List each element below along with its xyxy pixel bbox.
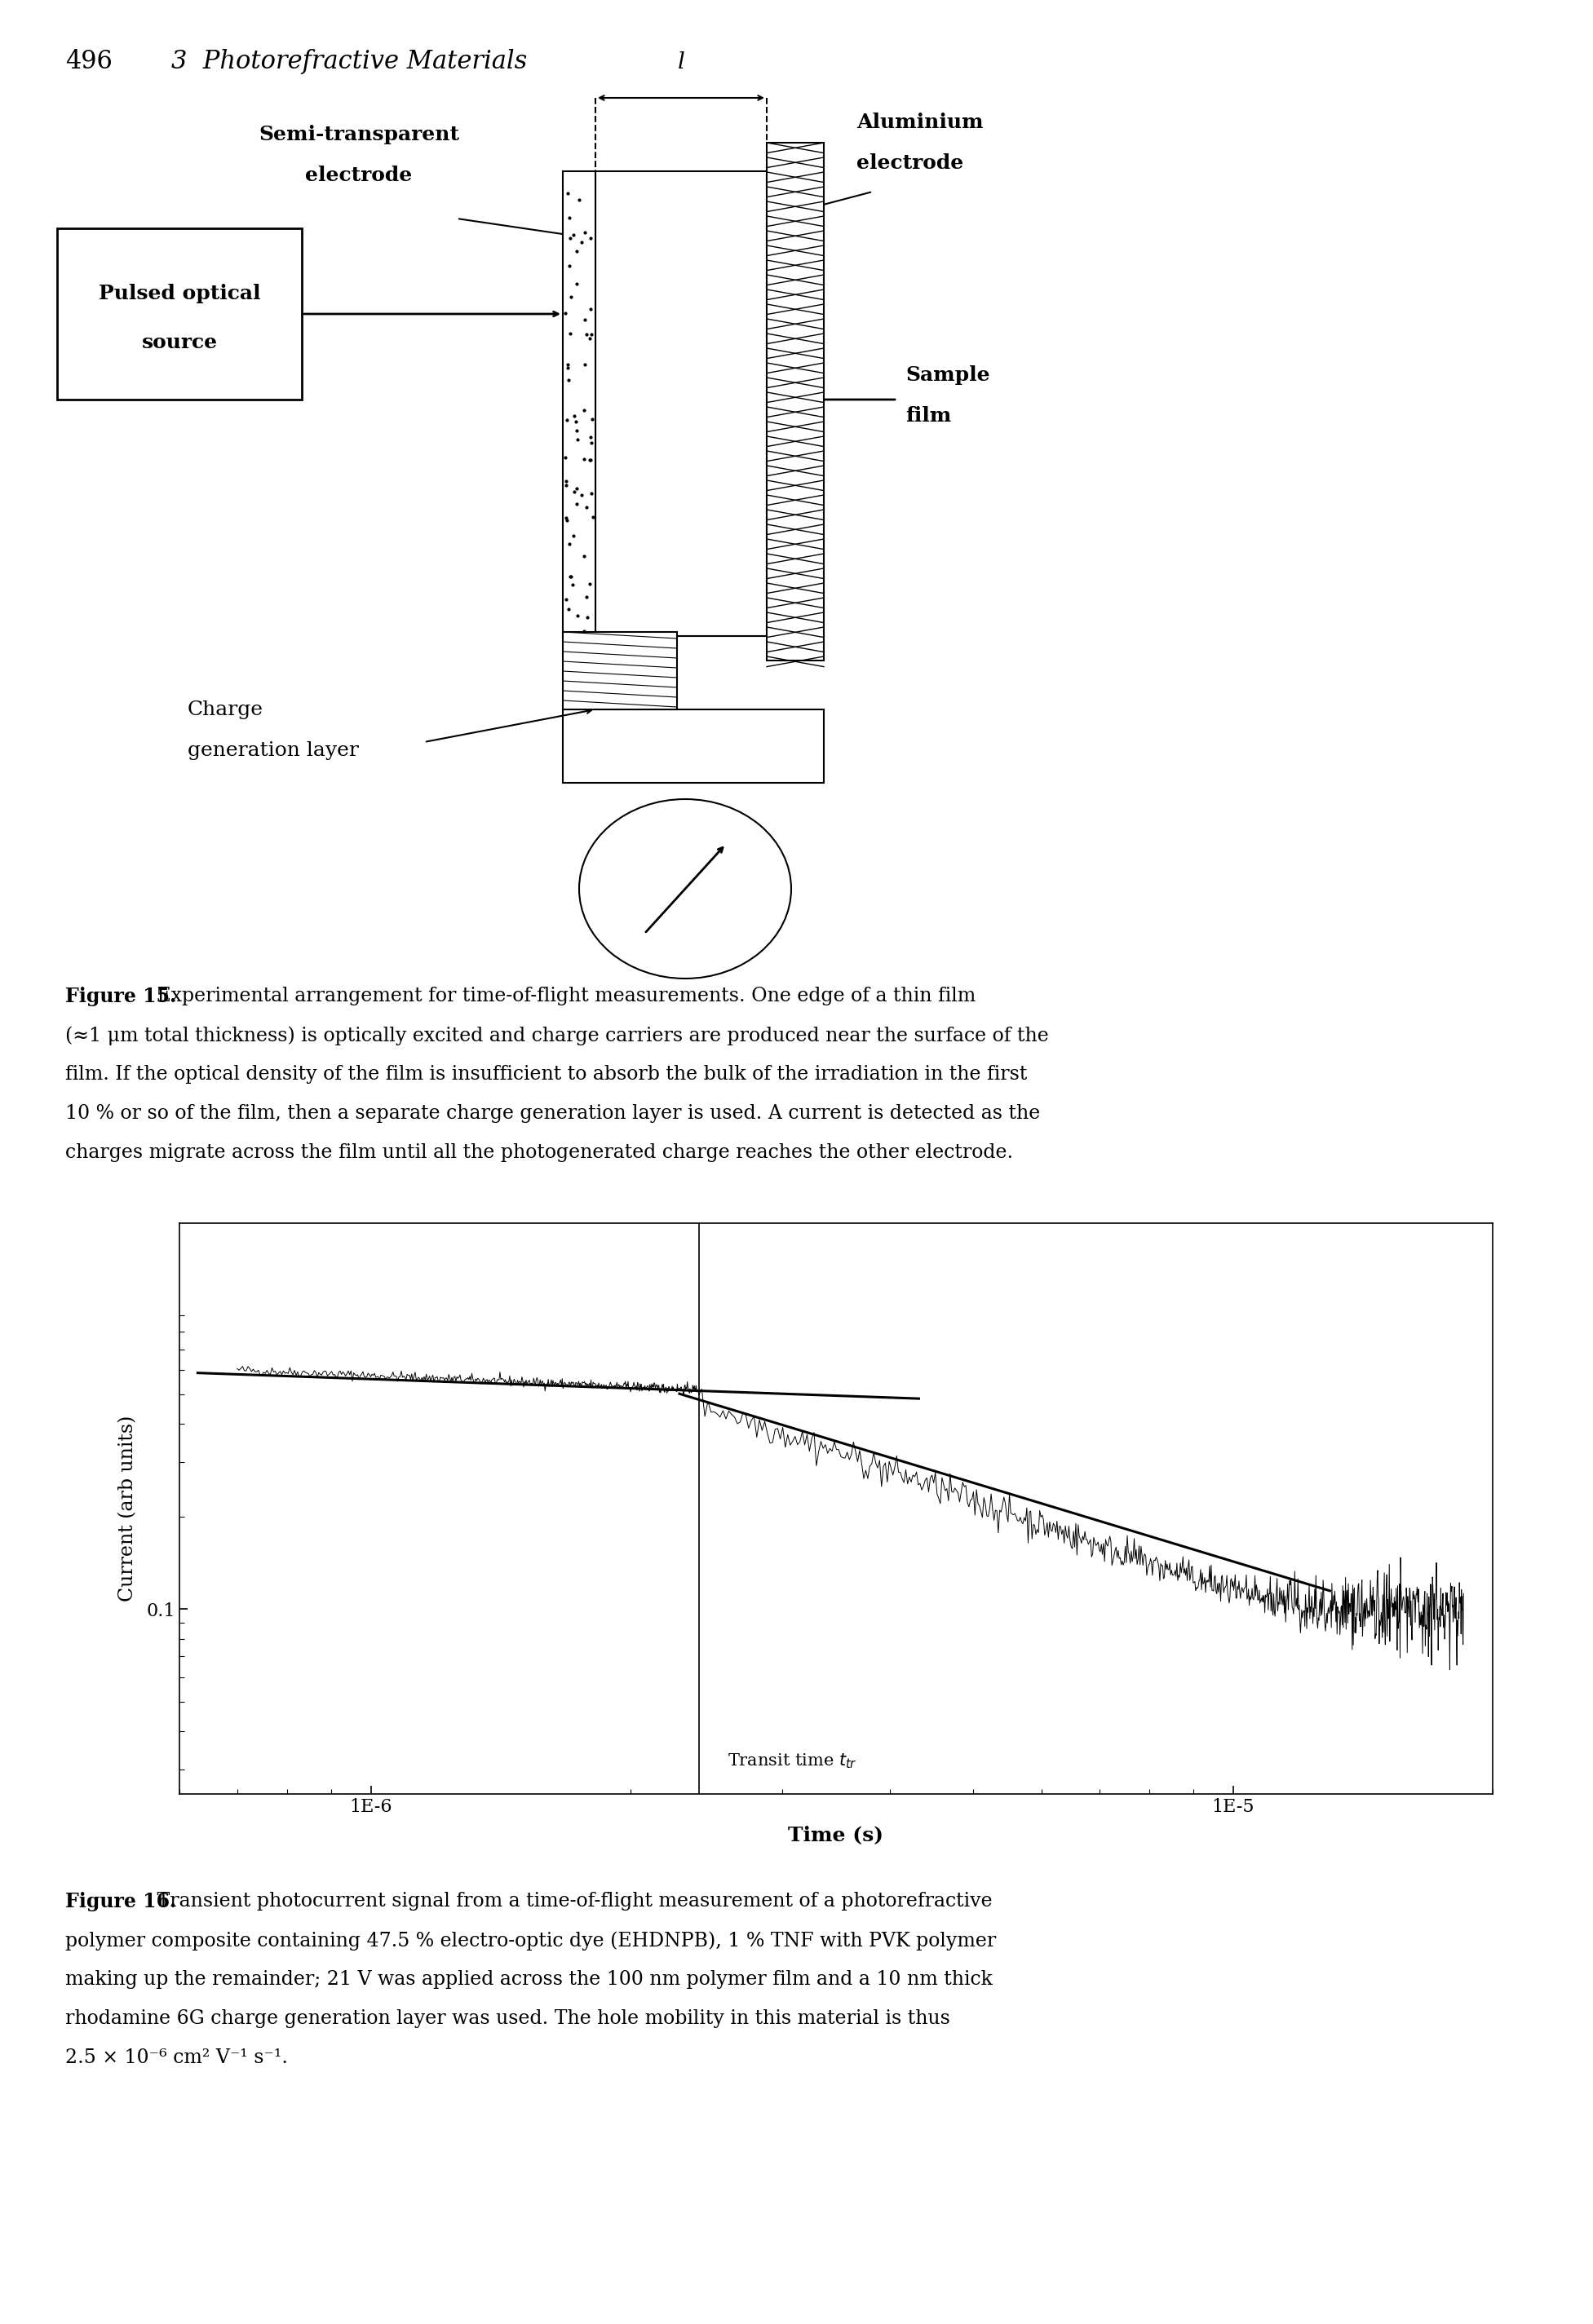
Text: charges migrate across the film until all the photogenerated charge reaches the : charges migrate across the film until al…: [65, 1143, 1013, 1162]
Bar: [562, 172, 596, 637]
Text: Experimental arrangement for time-of-flight measurements. One edge of a thin fil: Experimental arrangement for time-of-fli…: [151, 988, 977, 1006]
Text: Sample: Sample: [905, 365, 989, 386]
Text: film. If the optical density of the film is insufficient to absorb the bulk of t: film. If the optical density of the film…: [65, 1064, 1027, 1083]
Text: Charge: Charge: [188, 700, 263, 718]
Text: Pulsed optical: Pulsed optical: [99, 284, 260, 304]
Bar: [562, 709, 824, 783]
Text: Figure 15.: Figure 15.: [65, 988, 177, 1006]
Text: electrode: electrode: [306, 165, 413, 186]
Text: electrode: electrode: [857, 153, 964, 172]
Text: source: source: [142, 332, 217, 353]
Text: (≈1 μm total thickness) is optically excited and charge carriers are produced ne: (≈1 μm total thickness) is optically exc…: [65, 1025, 1048, 1046]
Text: rhodamine 6G charge generation layer was used. The hole mobility in this materia: rhodamine 6G charge generation layer was…: [65, 2010, 949, 2029]
Text: 496: 496: [65, 49, 113, 74]
Bar: [766, 142, 824, 660]
Text: Aluminium: Aluminium: [857, 112, 983, 132]
Text: Transit time $t_{tr}$: Transit time $t_{tr}$: [728, 1752, 857, 1771]
Bar: [57, 228, 301, 400]
Y-axis label: Current (arb units): Current (arb units): [119, 1415, 137, 1601]
Ellipse shape: [580, 799, 792, 978]
Text: 3  Photorefractive Materials: 3 Photorefractive Materials: [172, 49, 527, 74]
Bar: [596, 172, 766, 637]
Text: polymer composite containing 47.5 % electro-optic dye (EHDNPB), 1 % TNF with PVK: polymer composite containing 47.5 % elec…: [65, 1931, 996, 1950]
Bar: [562, 632, 677, 709]
X-axis label: Time (s): Time (s): [789, 1824, 884, 1845]
Text: Semi-transparent: Semi-transparent: [258, 125, 459, 144]
Text: generation layer: generation layer: [188, 741, 358, 760]
Text: 2.5 × 10⁻⁶ cm² V⁻¹ s⁻¹.: 2.5 × 10⁻⁶ cm² V⁻¹ s⁻¹.: [65, 2047, 288, 2066]
Text: Transient photocurrent signal from a time-of-flight measurement of a photorefrac: Transient photocurrent signal from a tim…: [151, 1892, 992, 1910]
Text: Figure 16.: Figure 16.: [65, 1892, 177, 1910]
Text: film: film: [905, 407, 951, 425]
Text: making up the remainder; 21 V was applied across the 100 nm polymer film and a 1: making up the remainder; 21 V was applie…: [65, 1971, 992, 1989]
Text: l: l: [677, 51, 685, 74]
Text: 10 % or so of the film, then a separate charge generation layer is used. A curre: 10 % or so of the film, then a separate …: [65, 1104, 1040, 1122]
